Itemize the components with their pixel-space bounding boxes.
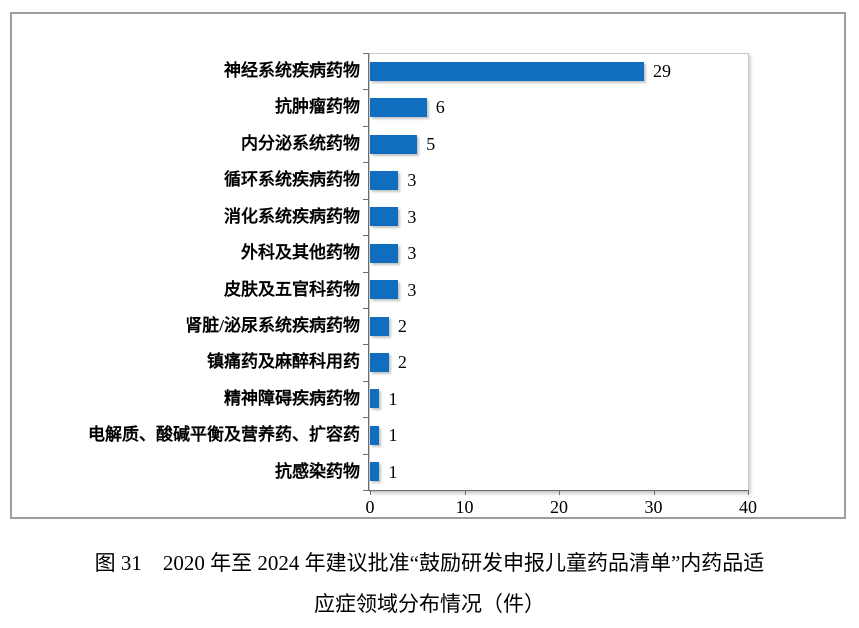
category-axis-tick [363,235,369,236]
bar [370,462,380,482]
bar [370,280,399,300]
chart-caption: 图 31 2020 年至 2024 年建议批准“鼓励研发申报儿童药品清单”内药品… [0,543,859,625]
category-axis-tick [363,381,369,382]
category-axis-tick [363,89,369,90]
category-axis-tick [363,454,369,455]
category-axis-tick [363,308,369,309]
value-label: 3 [407,170,417,191]
value-axis-tick-label: 20 [550,497,568,517]
category-label: 精神障碍疾病药物 [224,388,360,408]
category-label: 皮肤及五官科药物 [224,279,360,299]
caption-line-2: 应症领域分布情况（件） [314,592,545,616]
category-axis-tick [363,199,369,200]
bar [370,134,418,154]
category-label: 抗感染药物 [275,461,360,481]
bar-row: 抗感染药物 1 [12,454,844,490]
value-axis-tick [464,490,466,495]
bar [370,389,380,409]
category-label: 肾脏/泌尿系统疾病药物 [185,315,360,335]
value-axis-line [364,490,748,491]
category-axis-tick [363,272,369,273]
value-label: 29 [653,61,672,81]
bar-row: 内分泌系统药物 5 [12,126,844,162]
bar-row: 消化系统疾病药物 3 [12,199,844,235]
chart-frame: 神经系统疾病药物 29 抗肿瘤药物 6 内分泌系统药物 5 循环系统疾病药物 3 消化系统疾病药… [10,12,846,519]
bar-row: 皮肤及五官科药物 3 [12,272,844,308]
bar-row: 循环系统疾病药物 3 [12,162,844,198]
value-label: 1 [388,388,398,409]
category-label: 循环系统疾病药物 [224,170,360,190]
value-axis-tick [748,490,749,495]
bar-row: 精神障碍疾病药物 1 [12,381,844,417]
value-axis-tick-label: 10 [455,497,474,517]
value-label: 2 [397,315,407,336]
value-axis-tick [653,490,655,495]
bar-row: 镇痛药及麻醉科用药 2 [12,344,844,380]
plot-area [369,53,749,492]
bar-row: 肾脏/泌尿系统疾病药物 2 [12,308,844,344]
bar-row: 神经系统疾病药物 29 [12,53,844,89]
bar [370,98,427,118]
value-label: 3 [407,206,417,227]
value-label: 2 [397,352,407,373]
value-label: 3 [407,279,417,300]
category-axis-tick [363,490,369,491]
value-axis-tick-label: 30 [644,497,663,517]
bar [370,353,389,373]
bar-row: 外科及其他药物 3 [12,235,844,271]
category-label: 电解质、酸碱平衡及营养药、扩容药 [88,425,360,445]
category-label: 外科及其他药物 [241,243,360,263]
bar [370,207,399,227]
category-axis-tick [363,344,369,345]
category-axis-tick [363,53,369,54]
bar [370,243,399,263]
value-axis-tick [559,490,560,495]
value-label: 6 [435,97,445,118]
value-label: 5 [426,133,436,154]
category-label: 内分泌系统药物 [241,133,360,153]
bar-row: 电解质、酸碱平衡及营养药、扩容药 1 [12,417,844,453]
value-axis-tick [370,490,371,495]
category-axis-tick [363,417,369,418]
value-axis-tick-label: 40 [739,497,757,517]
bar [370,316,389,336]
value-label: 3 [407,243,417,264]
caption-line-1: 图 31 2020 年至 2024 年建议批准“鼓励研发申报儿童药品清单”内药品… [94,551,765,575]
category-axis-tick [363,126,369,127]
value-axis-tick-label: 0 [365,497,375,517]
category-label: 神经系统疾病药物 [224,61,360,80]
value-label: 1 [388,425,398,446]
bar [370,61,645,81]
category-axis-tick [363,162,369,163]
bar [370,170,399,190]
bar-row: 抗肿瘤药物 6 [12,89,844,125]
value-label: 1 [388,461,398,482]
category-label: 消化系统疾病药物 [224,206,360,226]
category-label: 抗肿瘤药物 [275,97,360,117]
category-label: 镇痛药及麻醉科用药 [207,352,360,372]
bar [370,425,380,445]
